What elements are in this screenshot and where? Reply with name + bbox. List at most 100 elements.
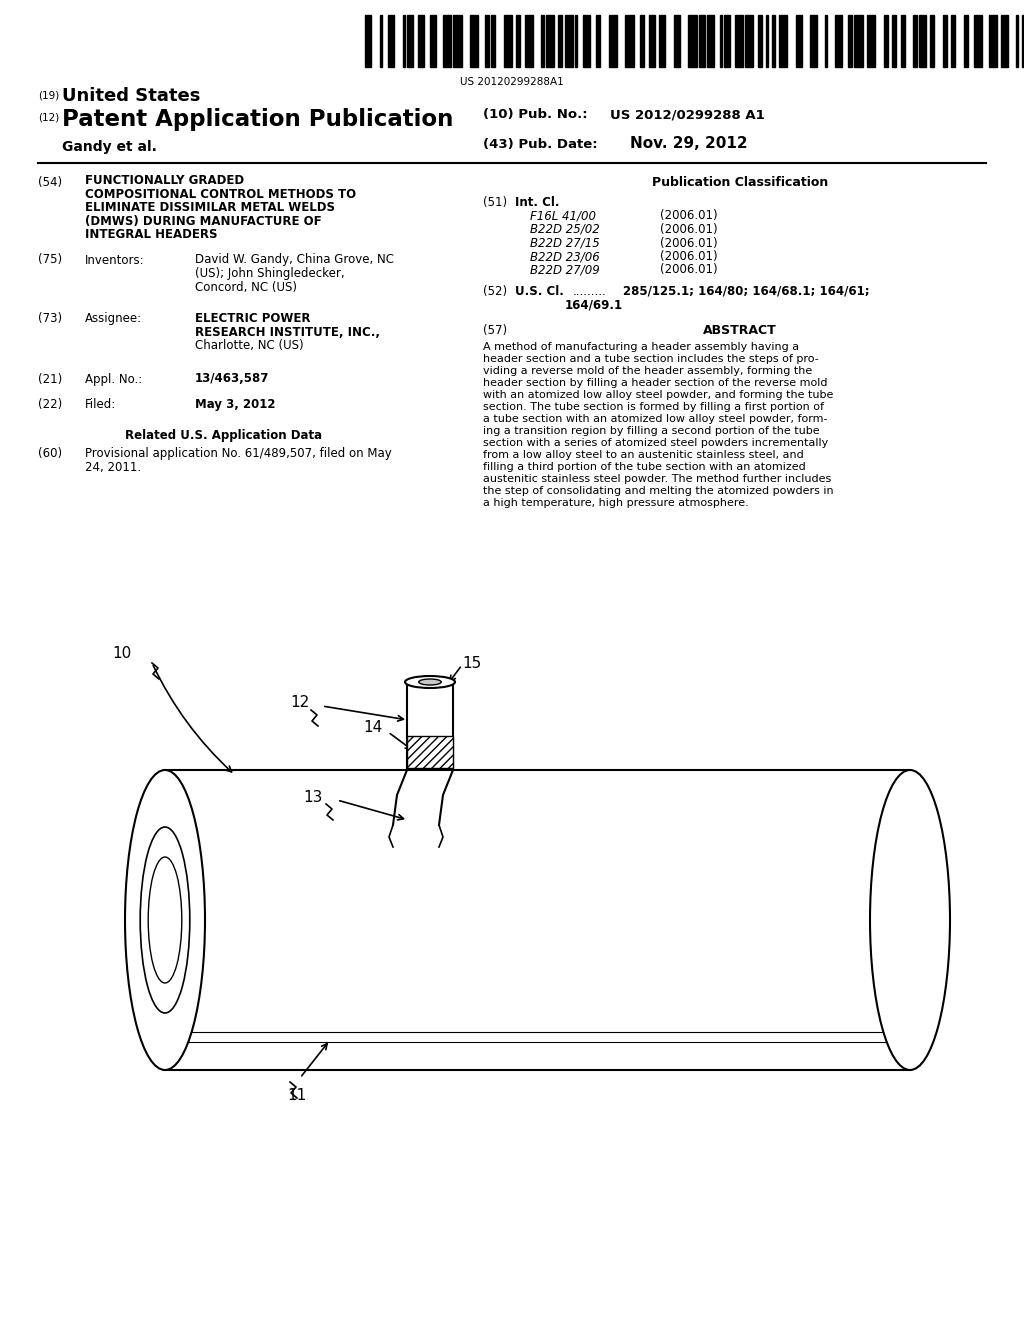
Text: 12: 12 [290, 696, 309, 710]
Text: (75): (75) [38, 253, 62, 267]
Bar [388, 15, 394, 67]
Bar [836, 15, 842, 67]
Bar [778, 15, 787, 67]
Text: B22D 23/06: B22D 23/06 [530, 249, 600, 263]
Ellipse shape [406, 676, 455, 688]
Text: a tube section with an atomized low alloy steel powder, form-: a tube section with an atomized low allo… [483, 413, 827, 424]
Bar [584, 15, 590, 67]
Text: B22D 25/02: B22D 25/02 [530, 223, 600, 236]
Bar [402, 15, 404, 67]
Text: A method of manufacturing a header assembly having a: A method of manufacturing a header assem… [483, 342, 799, 351]
Bar [575, 15, 578, 67]
Text: (10) Pub. No.:: (10) Pub. No.: [483, 108, 588, 121]
Bar [796, 15, 802, 67]
Ellipse shape [148, 857, 182, 983]
Bar [848, 15, 852, 67]
Text: section. The tube section is formed by filling a first portion of: section. The tube section is formed by f… [483, 401, 824, 412]
Bar [608, 15, 617, 67]
Text: COMPOSITIONAL CONTROL METHODS TO: COMPOSITIONAL CONTROL METHODS TO [85, 187, 356, 201]
Text: (2006.01): (2006.01) [660, 249, 718, 263]
Bar [418, 15, 424, 67]
Text: (54): (54) [38, 176, 62, 189]
Bar [626, 15, 634, 67]
Bar [407, 737, 453, 768]
Bar [430, 15, 436, 67]
Bar [942, 15, 947, 67]
Text: 15: 15 [462, 656, 481, 671]
Bar [674, 15, 680, 67]
Text: austenitic stainless steel powder. The method further includes: austenitic stainless steel powder. The m… [483, 474, 831, 483]
Bar [708, 15, 714, 67]
Bar [1001, 15, 1008, 67]
Bar [516, 15, 520, 67]
Bar [688, 15, 696, 67]
Bar [913, 15, 918, 67]
Ellipse shape [870, 770, 950, 1071]
Text: section with a series of atomized steel powders incrementally: section with a series of atomized steel … [483, 437, 828, 447]
Bar [365, 15, 372, 67]
Bar [884, 15, 888, 67]
Bar [745, 15, 754, 67]
Bar [720, 15, 722, 67]
Text: with an atomized low alloy steel powder, and forming the tube: with an atomized low alloy steel powder,… [483, 389, 834, 400]
Text: 13: 13 [303, 789, 323, 805]
Text: B22D 27/15: B22D 27/15 [530, 236, 600, 249]
Text: (51): (51) [483, 195, 507, 209]
Text: Nov. 29, 2012: Nov. 29, 2012 [630, 136, 748, 150]
Text: FUNCTIONALLY GRADED: FUNCTIONALLY GRADED [85, 174, 244, 187]
Text: from a low alloy steel to an austenitic stainless steel, and: from a low alloy steel to an austenitic … [483, 450, 804, 459]
Text: ELECTRIC POWER: ELECTRIC POWER [195, 312, 310, 325]
Bar [596, 15, 600, 67]
Bar [766, 15, 768, 67]
Text: INTEGRAL HEADERS: INTEGRAL HEADERS [85, 228, 217, 242]
Bar [758, 15, 762, 67]
Text: (19): (19) [38, 90, 59, 100]
Text: Filed:: Filed: [85, 399, 117, 411]
Text: US 20120299288A1: US 20120299288A1 [460, 77, 564, 87]
Bar [951, 15, 955, 67]
Bar [524, 15, 534, 67]
Bar [564, 15, 572, 67]
Text: David W. Gandy, China Grove, NC: David W. Gandy, China Grove, NC [195, 253, 394, 267]
Bar [900, 15, 904, 67]
Text: (57): (57) [483, 323, 507, 337]
Text: ABSTRACT: ABSTRACT [703, 323, 777, 337]
Bar [825, 15, 827, 67]
Text: (DMWS) DURING MANUFACTURE OF: (DMWS) DURING MANUFACTURE OF [85, 214, 322, 227]
Bar [470, 15, 478, 67]
Bar [724, 15, 730, 67]
Text: .........: ......... [573, 285, 607, 298]
Text: ELIMINATE DISSIMILAR METAL WELDS: ELIMINATE DISSIMILAR METAL WELDS [85, 201, 335, 214]
Text: the step of consolidating and melting the atomized powders in: the step of consolidating and melting th… [483, 486, 834, 495]
Text: U.S. Cl.: U.S. Cl. [515, 285, 564, 298]
Text: (2006.01): (2006.01) [660, 210, 718, 223]
Text: (60): (60) [38, 447, 62, 459]
Bar [454, 15, 462, 67]
Text: (US); John Shingledecker,: (US); John Shingledecker, [195, 267, 345, 280]
Bar [640, 15, 644, 67]
Bar [1022, 15, 1024, 67]
Text: Publication Classification: Publication Classification [652, 176, 828, 189]
Text: US 2012/0299288 A1: US 2012/0299288 A1 [610, 108, 765, 121]
Bar [974, 15, 982, 67]
Text: RESEARCH INSTITUTE, INC.,: RESEARCH INSTITUTE, INC., [195, 326, 380, 338]
Bar [542, 15, 544, 67]
Text: (2006.01): (2006.01) [660, 236, 718, 249]
Bar [989, 15, 997, 67]
Text: Int. Cl.: Int. Cl. [515, 195, 559, 209]
Bar [490, 15, 496, 67]
Text: Inventors:: Inventors: [85, 253, 144, 267]
Text: Related U.S. Application Data: Related U.S. Application Data [125, 429, 323, 442]
Bar [892, 15, 896, 67]
Text: Provisional application No. 61/489,507, filed on May: Provisional application No. 61/489,507, … [85, 447, 392, 459]
Bar [734, 15, 743, 67]
Text: header section by filling a header section of the reverse mold: header section by filling a header secti… [483, 378, 827, 388]
Text: header section and a tube section includes the steps of pro-: header section and a tube section includ… [483, 354, 819, 363]
Text: 24, 2011.: 24, 2011. [85, 461, 141, 474]
Bar [930, 15, 934, 67]
Text: Assignee:: Assignee: [85, 312, 142, 325]
Bar [854, 15, 862, 67]
Bar [699, 15, 706, 67]
Text: F16L 41/00: F16L 41/00 [530, 210, 596, 223]
Bar [964, 15, 968, 67]
